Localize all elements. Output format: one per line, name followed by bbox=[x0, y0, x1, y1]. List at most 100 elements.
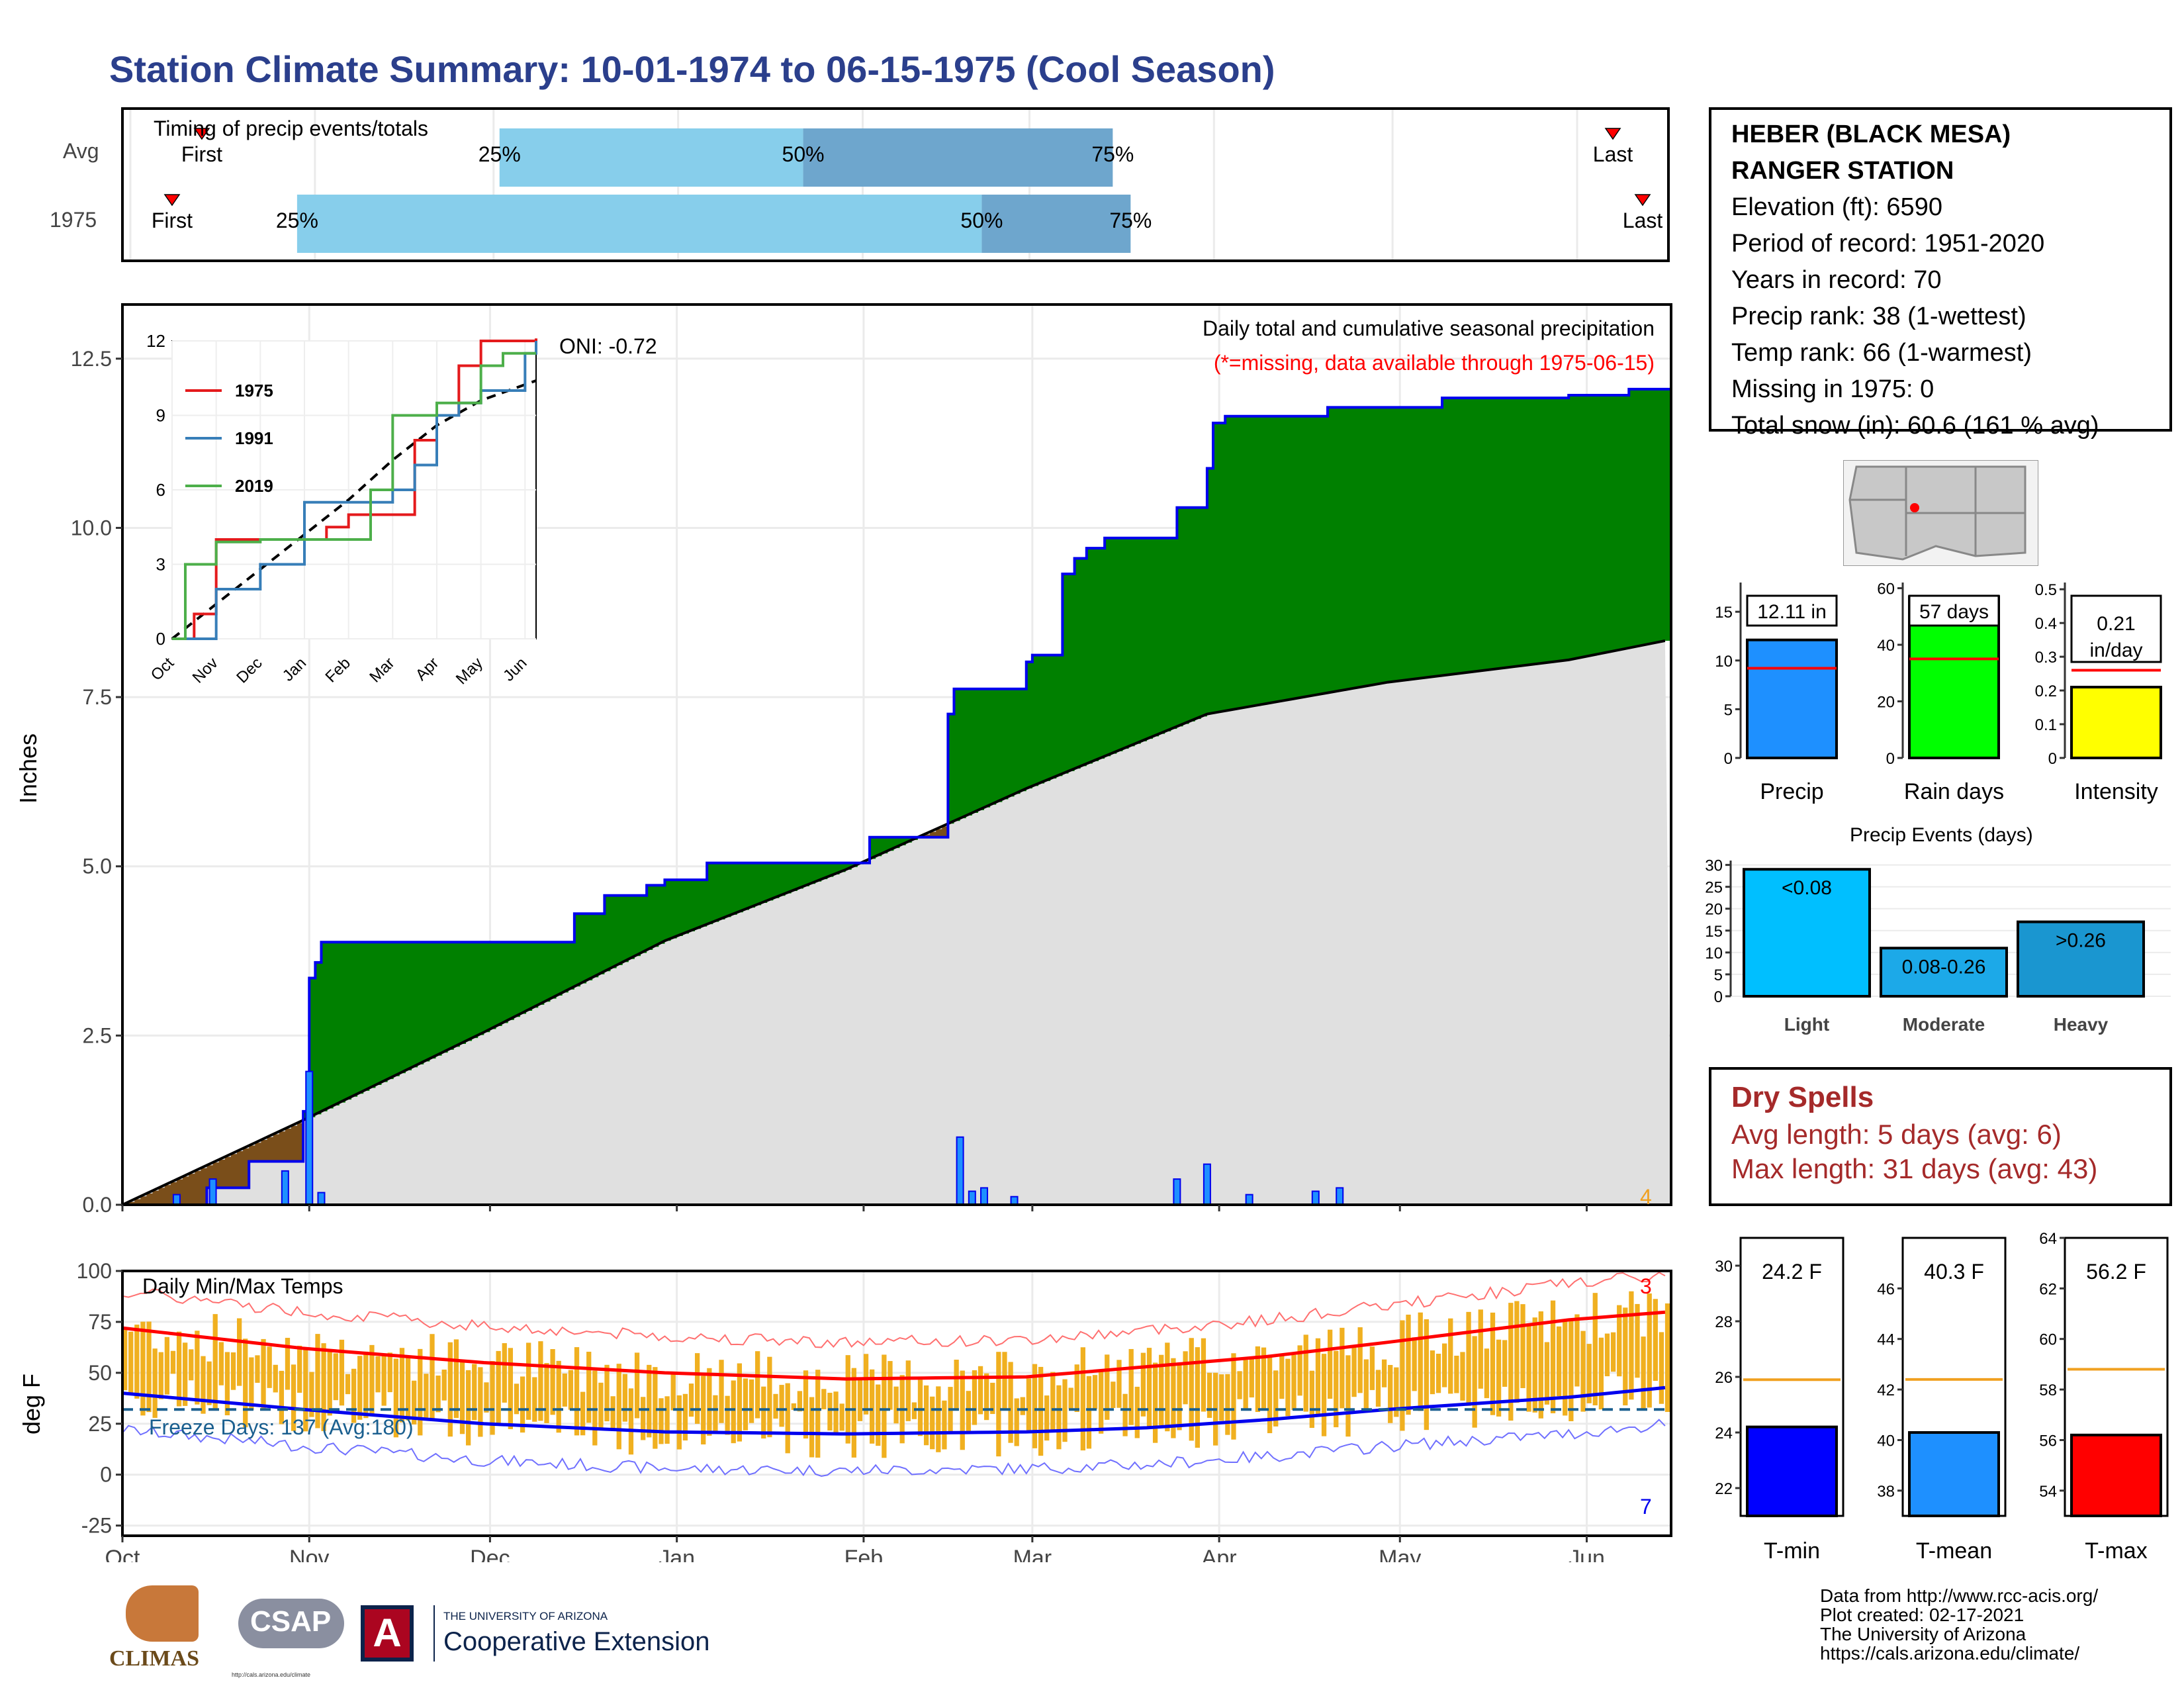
daily-temp-range-bar bbox=[285, 1338, 291, 1390]
inset-x-tick-label: Dec bbox=[233, 654, 265, 686]
daily-precip-bar bbox=[305, 1070, 314, 1205]
month-tick-label: Oct bbox=[105, 1546, 140, 1562]
below-average-area bbox=[128, 826, 948, 1205]
ua-top-text: THE UNIVERSITY OF ARIZONA bbox=[443, 1610, 608, 1622]
daily-temp-range-bar bbox=[960, 1370, 965, 1450]
daily-precip-bar bbox=[208, 1178, 217, 1205]
daily-temp-range-bar bbox=[1219, 1374, 1224, 1421]
daily-temp-range-bar bbox=[1092, 1375, 1098, 1409]
summary-value-text: in/day bbox=[2089, 639, 2142, 661]
daily-temp-range-bar bbox=[694, 1353, 700, 1424]
daily-temp-range-bar bbox=[1412, 1337, 1417, 1391]
summary-y-tick-label: 20 bbox=[1877, 694, 1895, 712]
daily-temp-range-bar bbox=[670, 1371, 676, 1411]
daily-temp-range-bar bbox=[357, 1356, 363, 1420]
station-snow: Total snow (in): 60.6 (161 % avg) bbox=[1731, 412, 2099, 440]
precip-corner-count: 4 bbox=[1640, 1185, 1652, 1209]
precip-missing-note: (*=missing, data available through 1975-… bbox=[1213, 351, 1655, 375]
daily-temp-range-bar bbox=[1068, 1387, 1073, 1409]
daily-temp-range-bar bbox=[1580, 1331, 1586, 1412]
inset-series-line bbox=[172, 341, 537, 640]
daily-temp-range-bar bbox=[1050, 1372, 1056, 1430]
inset-cumulative-chart: 0 3 6 9 12 Oct Nov Dec Jan Feb Mar Apr May Jun 1975 199… bbox=[146, 331, 537, 688]
daily-temp-range-bar bbox=[158, 1352, 163, 1399]
daily-temp-range-bar bbox=[791, 1403, 796, 1410]
ua-divider bbox=[433, 1605, 435, 1662]
daily-temp-range-bar bbox=[1369, 1346, 1375, 1390]
daily-temp-range-bar bbox=[399, 1348, 405, 1423]
event-bar bbox=[2017, 920, 2145, 998]
daily-precip-bar bbox=[968, 1190, 976, 1205]
timing-bar-50-75 bbox=[803, 128, 1113, 187]
daily-temp-range-bar bbox=[152, 1348, 158, 1418]
daily-temp-range-bar bbox=[719, 1360, 724, 1423]
daily-temp-range-bar bbox=[1285, 1358, 1291, 1417]
daily-temp-range-bar bbox=[1418, 1312, 1423, 1411]
timing-bar-50-75 bbox=[981, 195, 1131, 253]
daily-temp-range-bar bbox=[164, 1336, 170, 1395]
daily-temp-range-bar bbox=[1460, 1352, 1465, 1401]
observed-cumulative-line bbox=[122, 385, 1672, 1206]
tempbar-y-tick-label: 60 bbox=[2039, 1331, 2057, 1349]
precip-main-chart: 0.0 2.5 5.0 7.5 10.0 12.5 bbox=[71, 303, 1672, 1217]
daily-temp-range-bar bbox=[1279, 1354, 1285, 1399]
daily-temp-range-bar bbox=[1026, 1378, 1032, 1430]
ua-main-text: Cooperative Extension bbox=[443, 1627, 710, 1656]
daily-temp-range-bar bbox=[1406, 1314, 1411, 1415]
daily-temp-range-bar bbox=[1225, 1374, 1230, 1435]
inset-y-tick-label: 12 bbox=[146, 331, 165, 351]
daily-temp-range-bar bbox=[1496, 1339, 1502, 1417]
event-bar-label: >0.26 bbox=[2056, 930, 2106, 952]
inset-y-tick-label: 0 bbox=[156, 629, 165, 649]
daily-temp-range-bar bbox=[1375, 1370, 1381, 1407]
daily-temp-range-bar bbox=[797, 1391, 803, 1412]
daily-temp-range-bar bbox=[809, 1397, 815, 1458]
daily-temp-range-bar bbox=[586, 1352, 592, 1423]
daily-temp-range-bar bbox=[212, 1314, 218, 1410]
above-average-area bbox=[303, 389, 1671, 1121]
daily-precip-bar bbox=[317, 1192, 326, 1206]
climas-emblem-icon bbox=[126, 1585, 199, 1642]
daily-temp-range-bar bbox=[1261, 1347, 1267, 1409]
daily-temp-range-bar bbox=[315, 1334, 320, 1429]
daily-precip-bar bbox=[1245, 1194, 1253, 1205]
daily-temp-range-bar bbox=[279, 1370, 285, 1425]
inset-x-tick-label: Apr bbox=[412, 654, 443, 684]
tempbar-y-tick-label: 42 bbox=[1877, 1382, 1895, 1399]
average-cumulative-area bbox=[122, 640, 1671, 1205]
footer-plot-date: Plot created: 02-17-2021 bbox=[1820, 1605, 2025, 1625]
daily-temp-range-bar bbox=[641, 1397, 646, 1440]
tempbar-y-tick-label: 44 bbox=[1877, 1331, 1895, 1349]
daily-temp-range-bar bbox=[1550, 1300, 1556, 1413]
daily-temp-range-bar bbox=[1586, 1344, 1592, 1403]
daily-temp-range-bar bbox=[412, 1380, 417, 1425]
events-y-tick-label: 0 bbox=[1714, 988, 1723, 1006]
station-missing: Missing in 1975: 0 bbox=[1731, 375, 1934, 403]
summary-value-text: 0.21 bbox=[2097, 613, 2135, 635]
daily-precip-bar bbox=[956, 1136, 964, 1206]
daily-temp-range-bar bbox=[1297, 1345, 1302, 1396]
csap-url-text: http://cals.arizona.edu/climate bbox=[232, 1671, 311, 1678]
daily-temp-range-bar bbox=[387, 1352, 392, 1393]
inset-y-tick-label: 3 bbox=[156, 555, 165, 575]
daily-temp-range-bar bbox=[1430, 1350, 1435, 1395]
daily-temp-range-bar bbox=[218, 1342, 224, 1385]
precip-panel-title: Daily total and cumulative seasonal prec… bbox=[1202, 316, 1655, 340]
tempbar-y-tick-label: 38 bbox=[1877, 1483, 1895, 1501]
daily-temp-range-bar bbox=[659, 1398, 664, 1444]
daily-temp-range-bar bbox=[1448, 1318, 1453, 1394]
daily-temp-range-bar bbox=[773, 1393, 778, 1419]
daily-temp-range-bar bbox=[303, 1348, 308, 1432]
daily-temp-range-bar bbox=[472, 1364, 477, 1421]
daily-temp-range-bar bbox=[1563, 1320, 1568, 1416]
precip-y-tick-label: 10.0 bbox=[71, 516, 112, 539]
dry-spells-avg: Avg length: 5 days (avg: 6) bbox=[1731, 1119, 2062, 1150]
daily-temp-range-bar bbox=[1484, 1348, 1490, 1399]
daily-temp-range-bar bbox=[1243, 1360, 1248, 1411]
daily-temp-range-bar bbox=[1340, 1327, 1345, 1409]
daily-temp-range-bar bbox=[514, 1383, 520, 1415]
daily-temp-range-bar bbox=[321, 1343, 326, 1431]
daily-temp-range-bar bbox=[176, 1331, 182, 1407]
daily-temp-range-bar bbox=[604, 1364, 610, 1422]
daily-temp-range-bar bbox=[267, 1346, 272, 1388]
